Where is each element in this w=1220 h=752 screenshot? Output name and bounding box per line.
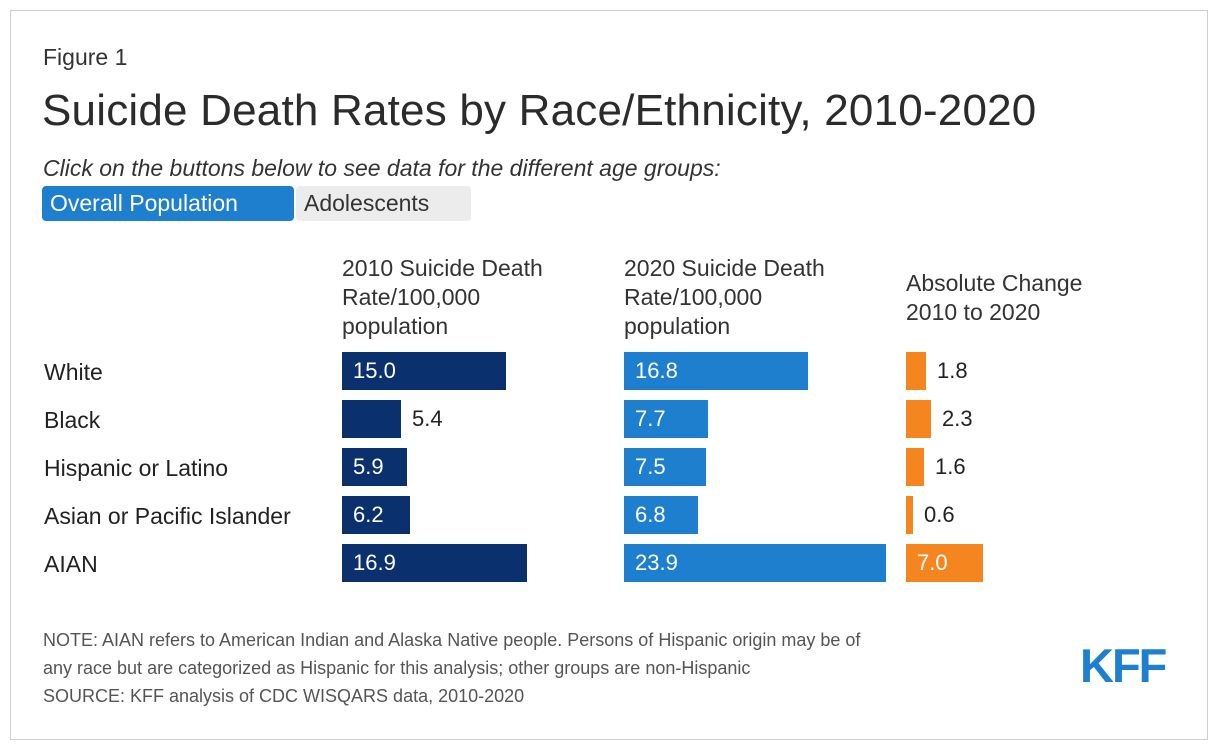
bar-2020 [624, 400, 708, 438]
col-header-2010-line: Rate/100,000 [342, 284, 481, 310]
bar-2010-value: 6.2 [353, 502, 384, 527]
note-line: NOTE: AIAN refers to American Indian and… [43, 630, 861, 650]
bar-change-value: 0.6 [924, 502, 955, 527]
bar-2010 [342, 400, 401, 438]
footnote: NOTE: AIAN refers to American Indian and… [43, 626, 1083, 710]
bar-change-value: 1.8 [937, 358, 968, 383]
bar-2010-value: 5.9 [353, 454, 384, 479]
row-label-white: White [44, 359, 103, 385]
kff-logo: KFF [1080, 642, 1168, 686]
col-header-change-line: Absolute Change [906, 270, 1083, 296]
note-line: any race but are categorized as Hispanic… [43, 658, 751, 678]
row-label-asian-or-pacific-islander: Asian or Pacific Islander [44, 503, 291, 529]
age-group-toggle: Overall Population Adolescents [42, 186, 471, 221]
bar-2020-value: 7.5 [635, 454, 666, 479]
col-header-2020-line: population [624, 313, 731, 339]
bar-2020 [624, 352, 808, 390]
bar-change-value: 7.0 [917, 550, 948, 575]
col-header-change: Absolute Change 2010 to 2020 [906, 269, 1082, 327]
figure-label: Figure 1 [43, 44, 128, 70]
bar-change [906, 544, 983, 582]
col-header-2010-line: 2010 Suicide Death [342, 255, 543, 281]
row-label-black: Black [44, 407, 101, 433]
bar-change-value: 2.3 [942, 406, 973, 431]
bar-2010 [342, 448, 407, 486]
overall-population-button[interactable]: Overall Population [42, 186, 294, 221]
bar-2010 [342, 352, 506, 390]
chart-title: Suicide Death Rates by Race/Ethnicity, 2… [42, 86, 1037, 135]
bar-2020-value: 23.9 [635, 550, 678, 575]
bar-change [906, 496, 913, 534]
bar-change [906, 448, 924, 486]
col-header-change-line: 2010 to 2020 [906, 299, 1041, 325]
bar-2020 [624, 496, 698, 534]
adolescents-button[interactable]: Adolescents [296, 186, 471, 221]
bar-2010-value: 5.4 [412, 406, 443, 431]
chart-subtitle: Click on the buttons below to see data f… [43, 155, 721, 181]
row-label-hispanic-or-latino: Hispanic or Latino [44, 455, 229, 481]
bar-2020-value: 7.7 [635, 406, 666, 431]
bar-2010-value: 16.9 [353, 550, 396, 575]
bar-change-value: 1.6 [935, 454, 966, 479]
bar-change [906, 400, 931, 438]
bar-2020-value: 16.8 [635, 358, 678, 383]
bar-2020 [624, 544, 886, 582]
bar-change [906, 352, 926, 390]
bar-2010-value: 15.0 [353, 358, 396, 383]
bar-2020 [624, 448, 706, 486]
bar-2020-value: 6.8 [635, 502, 666, 527]
kff-logo-text: KFF [1080, 642, 1166, 686]
figure-frame [10, 10, 1208, 740]
col-header-2020: 2020 Suicide Death Rate/100,000 populati… [624, 254, 825, 341]
col-header-2020-line: Rate/100,000 [624, 284, 763, 310]
col-header-2010-line: population [342, 313, 449, 339]
bar-2010 [342, 496, 410, 534]
col-header-2010: 2010 Suicide Death Rate/100,000 populati… [342, 254, 543, 341]
source-line: SOURCE: KFF analysis of CDC WISQARS data… [43, 686, 525, 706]
bar-2010 [342, 544, 527, 582]
col-header-2020-line: 2020 Suicide Death [624, 255, 825, 281]
row-label-aian: AIAN [44, 551, 98, 577]
